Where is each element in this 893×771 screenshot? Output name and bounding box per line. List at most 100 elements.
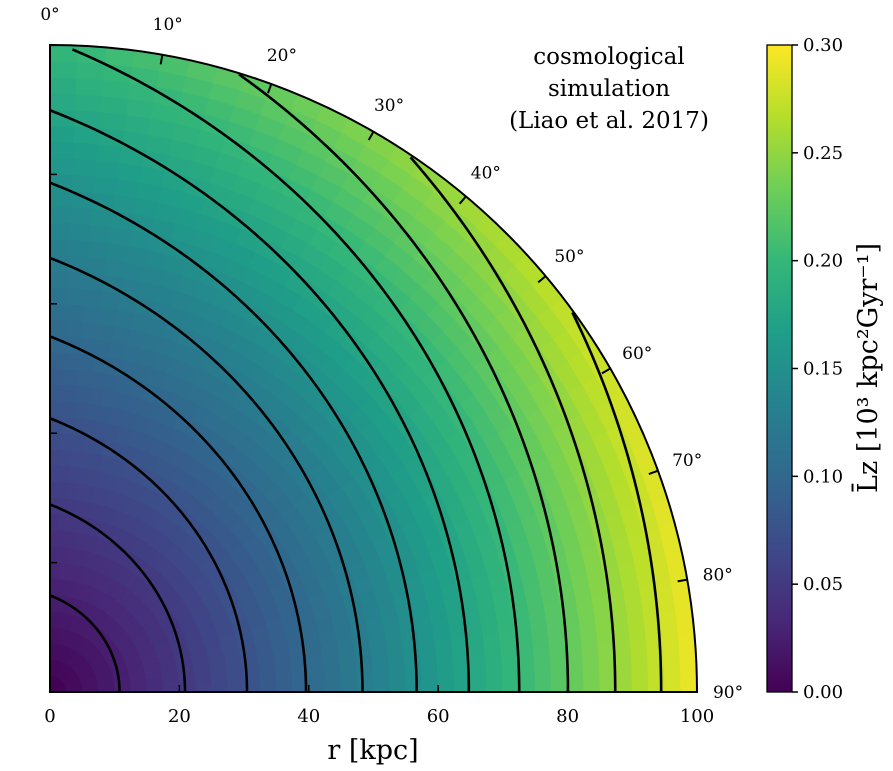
heatmap-cell <box>194 677 212 686</box>
contour-lines <box>49 48 663 693</box>
heatmap-cell <box>436 656 455 676</box>
heatmap-cell <box>63 352 80 371</box>
heatmap-cell <box>275 681 293 693</box>
angle-tick-label: 30° <box>374 96 404 116</box>
angle-ticks: 0° 10° 20° 30° 40° 50° 60° 70° 80° 90° <box>40 5 743 703</box>
heatmap-cell <box>69 223 92 242</box>
heatmap-cell <box>70 206 93 226</box>
heatmap-cell <box>679 663 698 693</box>
heatmap-cell <box>96 322 115 342</box>
heatmap-cell <box>581 643 600 670</box>
heatmap-cell <box>566 668 585 693</box>
heatmap-cell <box>60 433 73 451</box>
heatmap-cell <box>49 529 58 547</box>
contour-line <box>49 594 121 693</box>
x-tick-label: 100 <box>680 706 714 727</box>
heatmap-cell <box>90 208 114 228</box>
colorbar-tick-label: 0.10 <box>803 466 843 487</box>
heatmap-cell <box>388 660 406 678</box>
angle-tick <box>367 131 375 141</box>
heatmap-cell <box>49 400 64 418</box>
heatmap-cell <box>386 645 405 663</box>
angle-tick <box>601 367 611 375</box>
heatmap-cell <box>437 674 455 693</box>
heatmap-cell <box>518 670 536 693</box>
heatmap-cell <box>486 671 504 693</box>
heatmap-cell <box>98 306 118 326</box>
heatmap-cell <box>82 304 102 324</box>
heatmap-cell <box>93 176 118 196</box>
x-tick-label: 40 <box>297 706 320 727</box>
contour-line <box>49 503 187 693</box>
heatmap-cell <box>100 290 121 311</box>
colorbar-tick-label: 0.30 <box>803 35 843 56</box>
heatmap-cell <box>49 141 75 160</box>
heatmap-cell <box>381 614 401 634</box>
heatmap-cell <box>75 385 91 404</box>
heatmap-cell <box>75 77 104 97</box>
angle-tick-label: 60° <box>622 344 652 364</box>
x-axis-title: r [kpc] <box>327 735 418 766</box>
heatmap-cell <box>431 621 452 642</box>
heatmap-cell <box>49 93 77 111</box>
heatmap-cell <box>356 677 374 693</box>
heatmap-cell <box>49 238 71 256</box>
heatmap-cell <box>76 61 106 81</box>
colorbar-tick-label: 0.25 <box>803 143 843 164</box>
angle-tick <box>537 275 547 284</box>
angle-tick <box>677 578 688 583</box>
heatmap-cell <box>259 681 277 693</box>
heatmap-cell <box>469 672 488 693</box>
annotation-line-3: (Liao et al. 2017) <box>509 108 709 134</box>
heatmap-cell <box>226 674 245 685</box>
contour-line <box>49 109 471 693</box>
annotation-line-2: simulation <box>548 76 670 102</box>
heatmap-cell <box>306 655 325 670</box>
heatmap-cell <box>418 640 438 660</box>
heatmap-cell <box>304 643 323 659</box>
heatmap-cell <box>75 93 103 113</box>
angle-tick <box>648 469 659 475</box>
heatmap-cell <box>49 222 71 240</box>
heatmap-cell <box>106 242 129 263</box>
heatmap-cell <box>49 44 79 63</box>
heatmap-cell <box>87 240 110 260</box>
heatmap-cell <box>389 676 407 693</box>
heatmap-cell <box>549 646 568 671</box>
angle-tick-label: 90° <box>713 683 743 703</box>
angle-tick-label: 20° <box>267 46 297 66</box>
heatmap-cell <box>68 239 90 258</box>
heatmap-cell <box>659 609 679 639</box>
heatmap-cell <box>370 647 389 665</box>
x-tick-label: 0 <box>44 706 55 727</box>
angle-tick-label: 50° <box>554 247 584 267</box>
angle-tick-label: 80° <box>703 565 733 585</box>
heatmap-cell <box>59 449 72 467</box>
colorbar-tick-label: 0.05 <box>803 574 843 595</box>
heatmap-cell <box>534 669 552 693</box>
heatmap-cell <box>400 627 420 646</box>
heatmap-cell <box>66 287 86 306</box>
heatmap-cell <box>340 678 358 693</box>
heatmap-cell <box>466 634 486 656</box>
colorbar-ticks: 0.00 0.05 0.10 0.15 0.20 0.25 0.30 <box>792 35 843 703</box>
heatmap-cell <box>49 206 72 224</box>
heatmap-cell <box>546 624 566 649</box>
heatmap-cell <box>372 676 390 693</box>
heatmap-cell <box>49 157 74 176</box>
heatmap-cell <box>71 174 96 193</box>
contour-line <box>49 417 249 693</box>
heatmap-cell <box>626 613 647 642</box>
heatmap-cell <box>89 224 112 244</box>
angle-tick-label: 0° <box>40 5 59 25</box>
quarter-disc-outline <box>49 43 699 693</box>
contour-line <box>571 311 663 693</box>
heatmap-cell <box>405 675 423 693</box>
heatmap-cell <box>58 465 71 483</box>
contour-line <box>49 181 418 693</box>
heatmap-cell <box>354 649 373 666</box>
heatmap-cell <box>49 352 66 370</box>
heatmap-cell <box>615 666 633 693</box>
heatmap-cell <box>307 667 326 682</box>
colorbar-tick-label: 0.15 <box>803 359 843 380</box>
